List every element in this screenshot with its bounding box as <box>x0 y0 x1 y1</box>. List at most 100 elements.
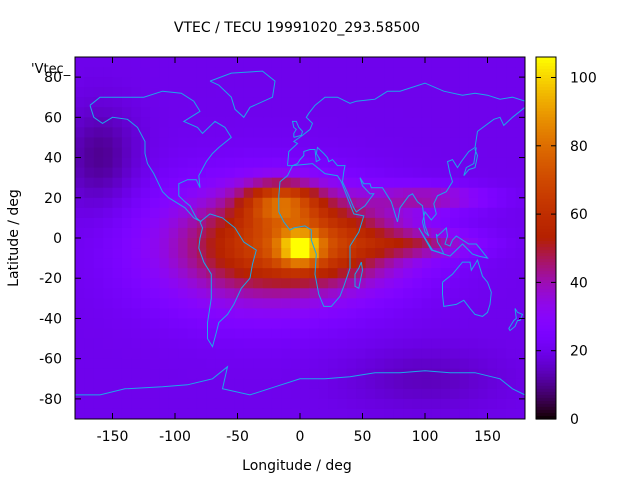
heatmap-cell <box>478 288 489 299</box>
heatmap-cell <box>253 67 264 78</box>
heatmap-cell <box>300 328 310 340</box>
heatmap-cell <box>103 268 114 279</box>
heatmap-cell <box>496 57 507 68</box>
heatmap-cell <box>206 238 217 249</box>
colorbar-segment <box>536 168 556 173</box>
heatmap-cell <box>121 157 132 169</box>
heatmap-cell <box>168 187 179 199</box>
heatmap-cell <box>243 338 254 350</box>
heatmap-cell <box>337 57 348 68</box>
heatmap-cell <box>215 268 226 279</box>
heatmap-cell <box>506 87 517 98</box>
heatmap-cell <box>450 147 460 159</box>
heatmap-cell <box>121 167 132 179</box>
heatmap-cell <box>459 268 470 279</box>
heatmap-cell <box>468 398 479 410</box>
heatmap-cell <box>187 268 198 279</box>
heatmap-cell <box>121 298 132 309</box>
heatmap-cell <box>290 358 301 370</box>
heatmap-cell <box>253 258 264 269</box>
heatmap-cell <box>365 197 376 209</box>
heatmap-cell <box>103 358 114 370</box>
heatmap-cell <box>450 197 460 209</box>
heatmap-cell <box>328 308 339 320</box>
colorbar-segment <box>536 292 556 296</box>
heatmap-cell <box>506 258 517 269</box>
heatmap-cell <box>159 167 170 179</box>
colorbar-segment <box>536 210 556 215</box>
heatmap-cell <box>300 217 310 229</box>
heatmap-cell <box>206 97 217 108</box>
heatmap-cell <box>328 318 339 330</box>
heatmap-cell <box>496 207 507 219</box>
heatmap-cell <box>178 328 189 340</box>
heatmap-cell <box>159 368 170 380</box>
colorbar-segment <box>536 274 556 278</box>
heatmap-cell <box>487 77 498 88</box>
heatmap-cell <box>375 308 385 320</box>
heatmap-cell <box>121 278 132 289</box>
heatmap-cell <box>121 238 132 249</box>
x-axis-label: Longitude / deg <box>242 458 352 474</box>
heatmap-cell <box>496 248 507 259</box>
heatmap-cell <box>375 318 385 330</box>
heatmap-cell <box>318 288 329 299</box>
heatmap-cell <box>271 57 282 68</box>
heatmap-cell <box>262 378 273 390</box>
heatmap-cell <box>375 167 385 179</box>
heatmap-cell <box>196 57 207 68</box>
heatmap-cell <box>506 348 517 360</box>
heatmap-cell <box>375 157 385 169</box>
heatmap-cell <box>290 298 301 309</box>
heatmap-cell <box>93 398 104 410</box>
heatmap-cell <box>225 238 235 249</box>
heatmap-cell <box>131 318 142 330</box>
heatmap-cell <box>150 288 160 299</box>
heatmap-cell <box>215 328 226 340</box>
heatmap-cell <box>468 107 479 118</box>
heatmap-cell <box>309 87 320 98</box>
heatmap-cell <box>506 157 517 169</box>
heatmap-cell <box>178 348 189 360</box>
heatmap-cell <box>159 67 170 78</box>
heatmap-cell <box>225 378 235 390</box>
heatmap-cell <box>84 328 95 340</box>
heatmap-cell <box>309 308 320 320</box>
heatmap-cell <box>178 187 189 199</box>
heatmap-cell <box>178 338 189 350</box>
heatmap-cell <box>262 157 273 169</box>
heatmap-cell <box>515 207 525 219</box>
heatmap-cell <box>450 368 460 380</box>
heatmap-cell <box>300 97 310 108</box>
coastline-north-america <box>89 90 232 223</box>
heatmap-cell <box>178 147 189 159</box>
heatmap-cell <box>243 57 254 68</box>
heatmap-cell <box>375 227 385 239</box>
heatmap-cell <box>271 388 282 400</box>
heatmap-cell <box>150 318 160 330</box>
heatmap-cell <box>393 147 404 159</box>
heatmap-cell <box>243 107 254 118</box>
heatmap-cell <box>262 217 273 229</box>
heatmap-cell <box>253 298 264 309</box>
heatmap-cell <box>168 238 179 249</box>
heatmap-cell <box>309 238 320 249</box>
heatmap-cell <box>196 368 207 380</box>
colorbar-segment <box>536 147 556 152</box>
heatmap-cell <box>103 127 114 139</box>
heatmap-cell <box>496 67 507 78</box>
heatmap-cell <box>393 137 404 149</box>
heatmap-cell <box>459 408 470 419</box>
heatmap-cell <box>271 87 282 98</box>
heatmap-cell <box>412 288 423 299</box>
heatmap-cell <box>440 197 451 209</box>
heatmap-cell <box>318 338 329 350</box>
heatmap-cell <box>309 338 320 350</box>
heatmap-cell <box>328 338 339 350</box>
heatmap-cell <box>337 368 348 380</box>
heatmap-cell <box>262 97 273 108</box>
heatmap-cell <box>506 117 517 128</box>
heatmap-cell <box>365 258 376 269</box>
heatmap-cell <box>103 408 114 419</box>
